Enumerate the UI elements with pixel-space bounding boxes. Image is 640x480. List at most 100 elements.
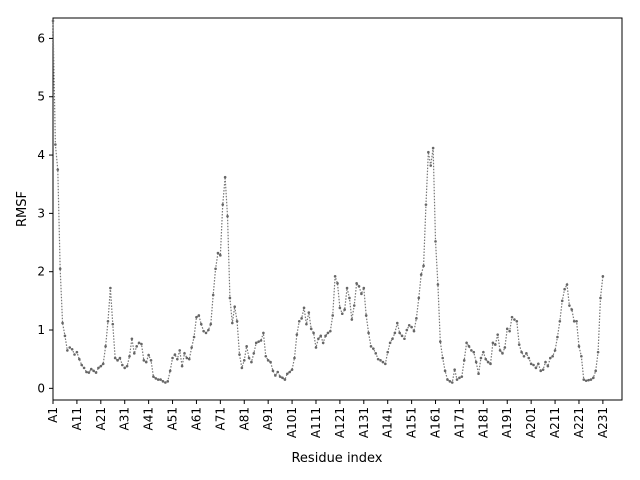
data-point <box>58 267 62 271</box>
data-point <box>489 362 492 366</box>
data-point <box>431 146 435 150</box>
data-point <box>331 314 335 317</box>
data-point <box>295 333 299 336</box>
data-point <box>223 175 227 179</box>
data-point <box>556 335 559 339</box>
data-point <box>393 331 397 335</box>
data-point <box>87 371 91 374</box>
data-point <box>54 143 57 146</box>
data-point <box>269 360 272 364</box>
data-point <box>450 381 454 384</box>
data-point <box>501 352 504 355</box>
data-point <box>398 331 401 335</box>
data-point <box>274 374 277 377</box>
data-point <box>207 328 210 332</box>
data-point <box>92 369 95 373</box>
data-point <box>515 319 519 323</box>
data-point <box>111 322 115 326</box>
data-point <box>460 375 464 378</box>
data-point <box>587 378 590 382</box>
x-tick-label: A131 <box>357 407 371 438</box>
data-point <box>580 354 583 358</box>
data-point <box>219 254 222 257</box>
data-point <box>565 283 569 286</box>
data-point <box>281 376 284 380</box>
data-point <box>364 314 368 317</box>
data-point <box>101 362 105 366</box>
data-point <box>283 378 287 381</box>
x-tick-label: A41 <box>142 407 156 430</box>
data-point <box>419 273 423 276</box>
data-point <box>123 366 127 370</box>
data-point <box>130 337 134 341</box>
plot-frame <box>52 17 623 401</box>
x-tick-label: A71 <box>213 407 227 430</box>
data-point <box>546 364 550 368</box>
data-point <box>529 362 533 366</box>
data-point <box>453 368 456 371</box>
data-point <box>171 356 174 360</box>
data-point <box>326 331 330 335</box>
data-point <box>340 312 344 315</box>
data-point <box>231 321 234 325</box>
x-tick-label: A161 <box>429 407 443 438</box>
data-point <box>474 360 478 364</box>
data-point <box>479 356 483 360</box>
data-point <box>338 306 342 310</box>
data-point <box>336 282 339 285</box>
data-point <box>520 350 523 354</box>
data-point <box>242 359 246 362</box>
x-tick-label: A151 <box>405 407 419 438</box>
data-point <box>470 349 473 352</box>
data-point <box>250 360 253 364</box>
y-axis: 0 1 2 3 4 5 6 <box>37 31 53 395</box>
data-point <box>343 308 346 311</box>
data-point <box>99 364 103 368</box>
data-point <box>491 341 495 345</box>
data-point <box>599 296 602 300</box>
data-point <box>216 251 220 255</box>
data-point <box>309 327 313 331</box>
y-axis-label: RMSF <box>15 191 30 227</box>
data-point <box>594 369 597 373</box>
y-tick-label: 2 <box>37 265 45 279</box>
data-point <box>486 360 490 364</box>
data-point <box>176 357 179 361</box>
x-tick-label: A81 <box>237 407 251 430</box>
data-point <box>252 352 256 355</box>
data-point <box>312 331 315 335</box>
data-point <box>582 378 586 381</box>
data-point <box>211 293 215 297</box>
data-point <box>544 360 547 364</box>
data-point <box>467 345 471 348</box>
data-point <box>522 354 526 358</box>
data-point <box>154 377 158 380</box>
data-point <box>104 345 107 348</box>
data-point <box>498 349 502 352</box>
data-point <box>319 334 323 338</box>
data-point <box>245 345 248 348</box>
data-point <box>362 286 366 290</box>
data-point <box>302 306 306 310</box>
data-point <box>369 345 373 348</box>
data-point <box>276 370 280 374</box>
data-point <box>173 353 177 356</box>
data-point <box>68 346 72 349</box>
data-point <box>357 284 361 288</box>
data-point <box>116 359 119 362</box>
data-point <box>305 322 308 326</box>
data-point <box>434 240 437 243</box>
data-point <box>185 356 189 360</box>
data-point <box>570 308 574 311</box>
data-point <box>125 364 129 368</box>
data-point <box>553 349 557 352</box>
data-point <box>374 352 378 355</box>
data-point <box>575 319 578 323</box>
series-rmsf <box>51 19 605 384</box>
data-point <box>472 350 476 354</box>
data-point <box>395 321 399 325</box>
data-point <box>266 359 270 362</box>
data-point <box>415 317 418 320</box>
data-point <box>78 357 81 361</box>
